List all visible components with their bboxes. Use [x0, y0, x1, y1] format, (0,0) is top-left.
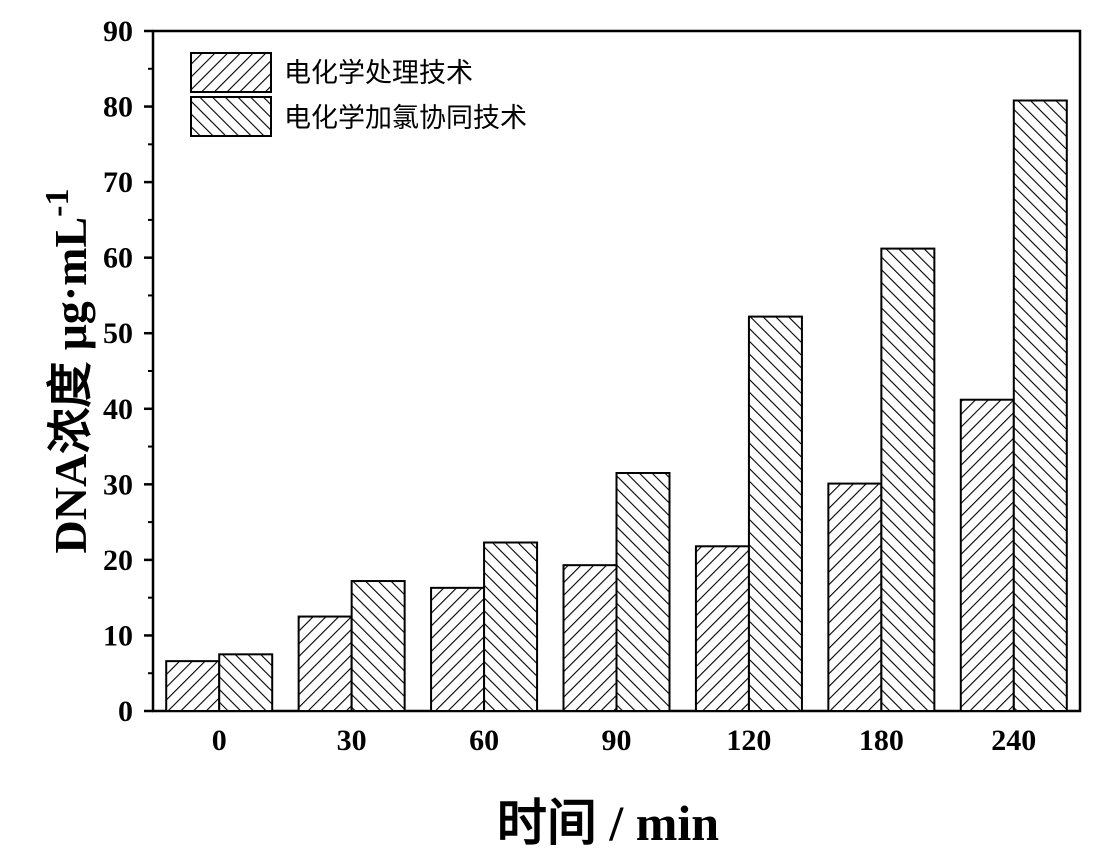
- y-tick-label: 80: [103, 91, 133, 124]
- y-axis-title-main: DNA浓度 μg·mL: [45, 217, 96, 554]
- bar-series-1-240: [959, 398, 1015, 712]
- x-tick-label: 30: [337, 724, 367, 757]
- bars-group: [165, 99, 1068, 713]
- y-tick-label: 30: [103, 468, 133, 501]
- bar-series-2-240: [1012, 99, 1068, 712]
- bar-series-1-30: [297, 615, 353, 712]
- legend-label-series-1: 电化学处理技术: [284, 58, 473, 89]
- legend-label-series-2: 电化学加氯协同技术: [284, 103, 527, 134]
- bar-series-1-120: [694, 545, 750, 712]
- bar-series-1-90: [562, 564, 618, 713]
- y-tick-label: 50: [103, 317, 133, 350]
- y-tick-label: 60: [103, 242, 133, 275]
- bar-series-2-180: [880, 247, 936, 712]
- legend: 电化学处理技术 电化学加氯协同技术: [190, 52, 527, 137]
- y-axis-title: DNA浓度 μg·mL-1: [39, 189, 96, 554]
- y-axis-title-superscript: -1: [39, 189, 76, 217]
- bar-series-2-60: [483, 541, 539, 712]
- y-axis: 0 10 20 30 40 50 60 70 80 90: [103, 15, 153, 728]
- x-tick-label: 60: [469, 724, 499, 757]
- legend-swatch-series-1: [190, 52, 272, 93]
- bar-series-2-0: [218, 653, 274, 712]
- x-tick-label: 0: [212, 724, 227, 757]
- bar-series-1-0: [165, 660, 221, 713]
- x-axis-title: 时间 / min: [497, 795, 719, 851]
- y-tick-label: 10: [103, 619, 133, 652]
- y-tick-label: 0: [118, 695, 133, 728]
- bar-series-2-30: [350, 580, 406, 712]
- x-tick-label: 240: [991, 724, 1036, 757]
- x-tick-label: 180: [859, 724, 904, 757]
- y-tick-label: 20: [103, 544, 133, 577]
- y-tick-label: 70: [103, 166, 133, 199]
- bar-series-2-90: [615, 472, 671, 712]
- x-axis: 0 30 60 90 120 180 240: [212, 724, 1037, 757]
- legend-swatch-series-2: [190, 96, 272, 137]
- bar-series-1-60: [430, 586, 486, 712]
- x-tick-label: 90: [602, 724, 632, 757]
- y-tick-label: 40: [103, 393, 133, 426]
- y-tick-label: 90: [103, 15, 133, 48]
- bar-series-1-180: [827, 482, 883, 713]
- bar-series-2-120: [747, 315, 803, 712]
- x-tick-label: 120: [726, 724, 771, 757]
